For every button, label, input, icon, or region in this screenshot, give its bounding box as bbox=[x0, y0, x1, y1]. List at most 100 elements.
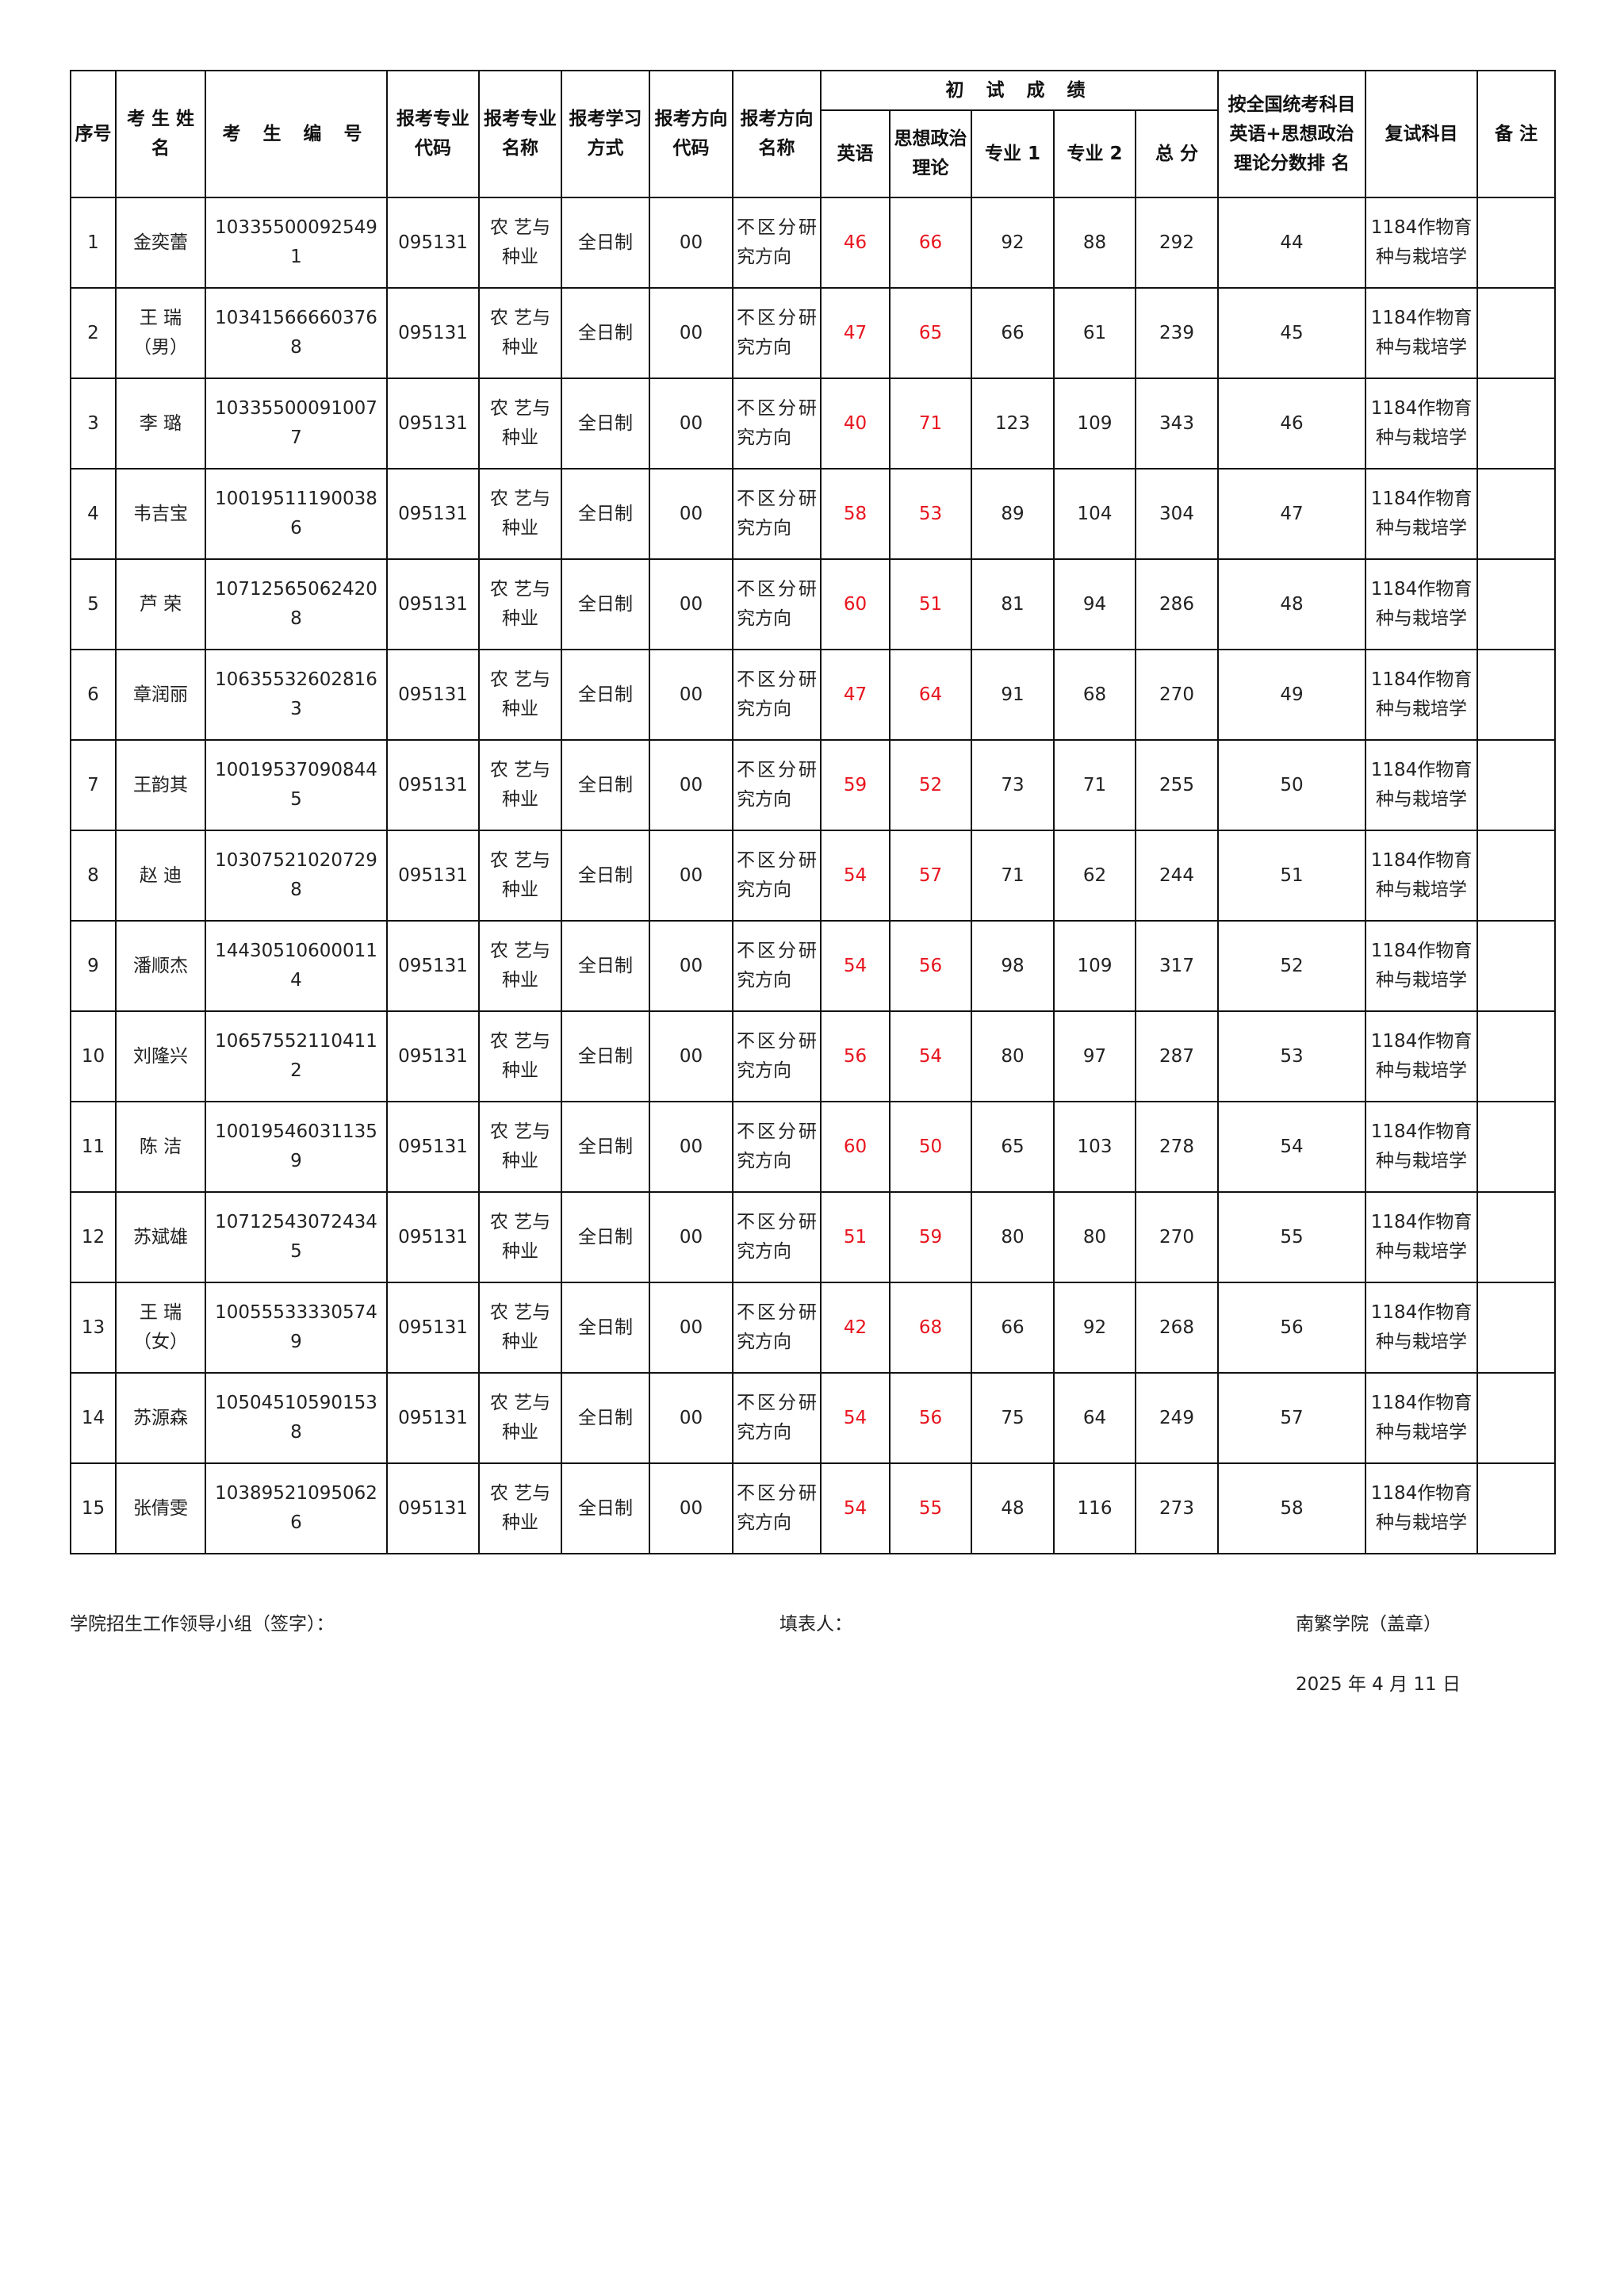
cell-id: 100195370908445 bbox=[205, 739, 388, 831]
cell-total: 317 bbox=[1134, 920, 1220, 1012]
cell-retest: 1184作物育种与栽培学 bbox=[1365, 287, 1479, 379]
cell-en: 42 bbox=[820, 1282, 891, 1374]
cell-total: 268 bbox=[1134, 1282, 1220, 1374]
cell-mname: 农 艺与种业 bbox=[478, 1010, 562, 1102]
cell-remark bbox=[1477, 1101, 1557, 1193]
cell-m1: 89 bbox=[971, 468, 1055, 560]
header-major-name: 报考专业名称 bbox=[478, 70, 562, 198]
cell-id: 106355326028163 bbox=[205, 649, 388, 741]
cell-m2: 68 bbox=[1053, 649, 1136, 741]
cell-m2: 71 bbox=[1053, 739, 1136, 831]
cell-remark bbox=[1477, 1010, 1557, 1102]
cell-id: 107125430724345 bbox=[205, 1191, 388, 1283]
cell-remark bbox=[1477, 1372, 1557, 1464]
cell-dname: 不区分研究方向 bbox=[732, 1101, 822, 1193]
table-row: 11 陈 洁 100195460311359 095131 农 艺与种业 全日制 00 不区分… bbox=[70, 1101, 1557, 1193]
header-preliminary-scores: 初 试 成 绩 bbox=[819, 70, 1220, 111]
cell-dcode: 00 bbox=[649, 830, 733, 922]
cell-id: 100555333305749 bbox=[205, 1282, 388, 1374]
cell-total: 278 bbox=[1134, 1101, 1220, 1193]
cell-po: 65 bbox=[889, 287, 972, 379]
cell-mname: 农 艺与种业 bbox=[478, 1372, 562, 1464]
cell-mcode: 095131 bbox=[386, 1101, 480, 1193]
cell-dname: 不区分研究方向 bbox=[732, 739, 822, 831]
cell-dname: 不区分研究方向 bbox=[732, 197, 822, 289]
filler-label: 填表人： bbox=[779, 1614, 852, 1635]
cell-mode: 全日制 bbox=[561, 468, 650, 560]
cell-rank: 58 bbox=[1217, 1462, 1367, 1554]
cell-m1: 65 bbox=[971, 1101, 1055, 1193]
cell-mode: 全日制 bbox=[561, 1010, 650, 1102]
cell-retest: 1184作物育种与栽培学 bbox=[1365, 378, 1479, 470]
cell-name: 芦 荣 bbox=[115, 558, 206, 650]
cell-mname: 农 艺与种业 bbox=[478, 1191, 562, 1283]
cell-rank: 57 bbox=[1217, 1372, 1367, 1464]
cell-total: 343 bbox=[1134, 378, 1220, 470]
cell-m1: 48 bbox=[971, 1462, 1055, 1554]
cell-po: 66 bbox=[889, 197, 972, 289]
cell-mcode: 095131 bbox=[386, 920, 480, 1012]
table-body: 1 金奕蕾 103355000925491 095131 农 艺与种业 全日制 00 不区分研… bbox=[70, 197, 1557, 1554]
cell-en: 59 bbox=[820, 739, 891, 831]
cell-dcode: 00 bbox=[649, 1282, 733, 1374]
cell-m2: 104 bbox=[1053, 468, 1136, 560]
cell-retest: 1184作物育种与栽培学 bbox=[1365, 1010, 1479, 1102]
cell-mcode: 095131 bbox=[386, 287, 480, 379]
cell-m2: 109 bbox=[1053, 378, 1136, 470]
header-english: 英语 bbox=[820, 109, 891, 198]
cell-mcode: 095131 bbox=[386, 468, 480, 560]
cell-retest: 1184作物育种与栽培学 bbox=[1365, 1191, 1479, 1283]
cell-seq: 8 bbox=[70, 830, 117, 922]
college-seal-label: 南繁学院（盖章） bbox=[1296, 1614, 1442, 1635]
cell-seq: 5 bbox=[70, 558, 117, 650]
cell-seq: 11 bbox=[70, 1101, 117, 1193]
cell-rank: 45 bbox=[1217, 287, 1367, 379]
cell-total: 239 bbox=[1134, 287, 1220, 379]
cell-mcode: 095131 bbox=[386, 197, 480, 289]
cell-mname: 农 艺与种业 bbox=[478, 920, 562, 1012]
cell-total: 273 bbox=[1134, 1462, 1220, 1554]
cell-en: 47 bbox=[820, 287, 891, 379]
cell-retest: 1184作物育种与栽培学 bbox=[1365, 920, 1479, 1012]
cell-retest: 1184作物育种与栽培学 bbox=[1365, 558, 1479, 650]
cell-dname: 不区分研究方向 bbox=[732, 1010, 822, 1102]
committee-signature-label: 学院招生工作领导小组（签字）： bbox=[70, 1614, 335, 1635]
cell-mode: 全日制 bbox=[561, 649, 650, 741]
cell-rank: 56 bbox=[1217, 1282, 1367, 1374]
cell-m2: 92 bbox=[1053, 1282, 1136, 1374]
cell-m1: 91 bbox=[971, 649, 1055, 741]
cell-dname: 不区分研究方向 bbox=[732, 558, 822, 650]
cell-remark bbox=[1477, 1462, 1557, 1554]
cell-mode: 全日制 bbox=[561, 1372, 650, 1464]
cell-name: 王 瑞（女） bbox=[115, 1282, 206, 1374]
cell-name: 陈 洁 bbox=[115, 1101, 206, 1193]
cell-dcode: 00 bbox=[649, 1462, 733, 1554]
cell-dname: 不区分研究方向 bbox=[732, 378, 822, 470]
table-row: 9 潘顺杰 144305106000114 095131 农 艺与种业 全日制 00 不区分研… bbox=[70, 920, 1557, 1012]
cell-total: 287 bbox=[1134, 1010, 1220, 1102]
cell-mode: 全日制 bbox=[561, 739, 650, 831]
header-exam-id: 考 生 编 号 bbox=[205, 70, 388, 198]
cell-total: 286 bbox=[1134, 558, 1220, 650]
cell-dcode: 00 bbox=[649, 920, 733, 1012]
cell-id: 103075210207298 bbox=[205, 830, 388, 922]
cell-id: 103895210950626 bbox=[205, 1462, 388, 1554]
cell-po: 55 bbox=[889, 1462, 972, 1554]
cell-m1: 73 bbox=[971, 739, 1055, 831]
cell-po: 51 bbox=[889, 558, 972, 650]
cell-po: 71 bbox=[889, 378, 972, 470]
cell-remark bbox=[1477, 649, 1557, 741]
cell-m1: 80 bbox=[971, 1191, 1055, 1283]
cell-rank: 44 bbox=[1217, 197, 1367, 289]
cell-name: 金奕蕾 bbox=[115, 197, 206, 289]
cell-po: 57 bbox=[889, 830, 972, 922]
cell-en: 46 bbox=[820, 197, 891, 289]
cell-m2: 116 bbox=[1053, 1462, 1136, 1554]
cell-mcode: 095131 bbox=[386, 378, 480, 470]
cell-m1: 98 bbox=[971, 920, 1055, 1012]
cell-po: 64 bbox=[889, 649, 972, 741]
cell-name: 刘隆兴 bbox=[115, 1010, 206, 1102]
cell-mcode: 095131 bbox=[386, 1282, 480, 1374]
cell-id: 107125650624208 bbox=[205, 558, 388, 650]
